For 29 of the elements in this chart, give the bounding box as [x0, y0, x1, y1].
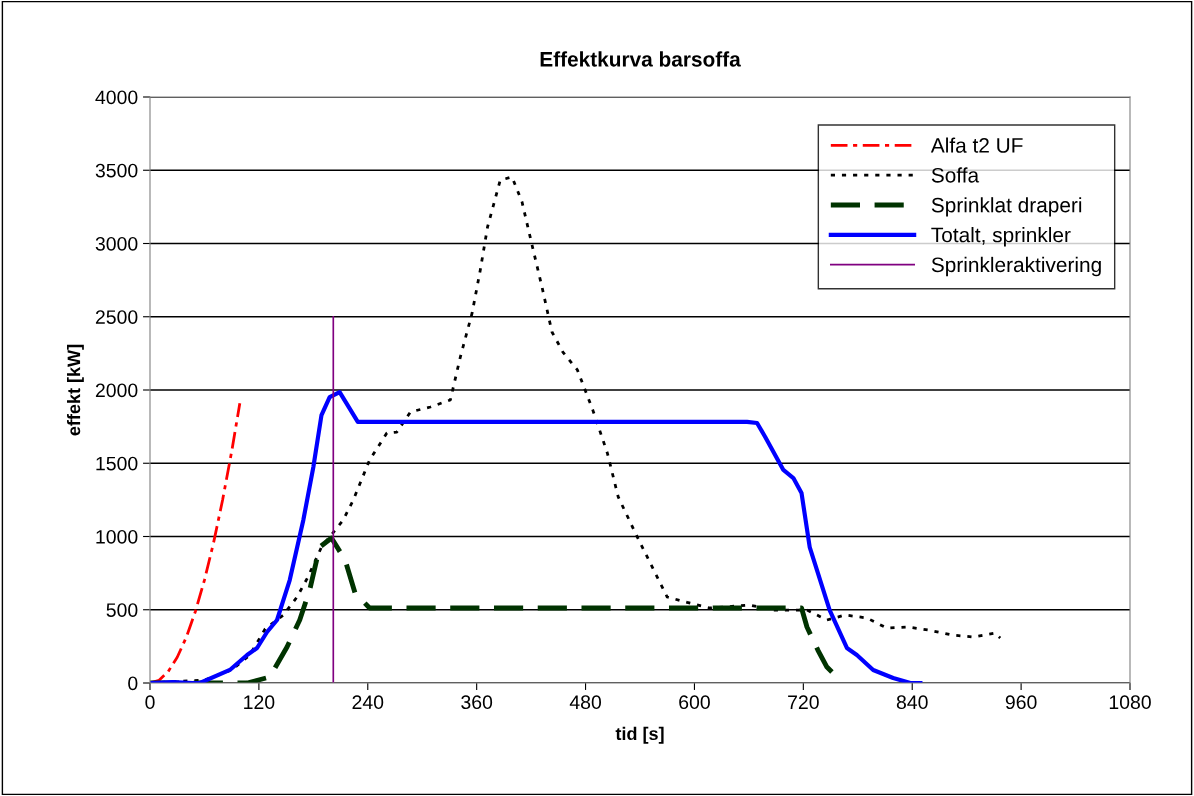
x-axis-title: tid [s]	[615, 726, 664, 744]
x-tick-label: 600	[679, 695, 710, 710]
y-tick-label: 1000	[96, 529, 138, 544]
x-tick-label: 720	[788, 695, 819, 710]
y-axis-title: effekt [kW]	[67, 344, 84, 436]
x-tick-label: 240	[352, 695, 384, 710]
y-tick-label: 3000	[95, 236, 138, 251]
legend-label: Sprinklat draperi	[931, 197, 1082, 217]
legend-label: Totalt, sprinkler	[931, 227, 1071, 247]
legend-label: Sprinkleraktivering	[931, 256, 1101, 277]
line-series	[150, 389, 923, 683]
x-tick-label: 840	[896, 695, 928, 710]
x-tick-label: 960	[1005, 695, 1037, 710]
y-tick-label: 500	[106, 603, 138, 617]
line-series	[150, 401, 242, 683]
legend-label: Soffa	[931, 167, 980, 183]
x-tick-label: 360	[461, 695, 493, 710]
y-tick-label: 2500	[95, 310, 138, 324]
x-tick-label: 120	[244, 695, 275, 710]
chart-title: Effektkurva barsoffa	[540, 51, 741, 67]
y-tick-label: 1500	[96, 456, 138, 471]
x-tick-label: 0	[145, 695, 155, 710]
y-tick-label: 2000	[95, 383, 138, 398]
x-tick-label: 480	[569, 695, 602, 710]
y-tick-label: 3500	[95, 163, 138, 178]
x-tick-label: 1080	[1109, 695, 1151, 710]
legend-label: Alfa t2 UF	[930, 137, 1023, 153]
y-tick-label: 0	[128, 676, 138, 691]
y-tick-label: 4000	[95, 90, 138, 105]
